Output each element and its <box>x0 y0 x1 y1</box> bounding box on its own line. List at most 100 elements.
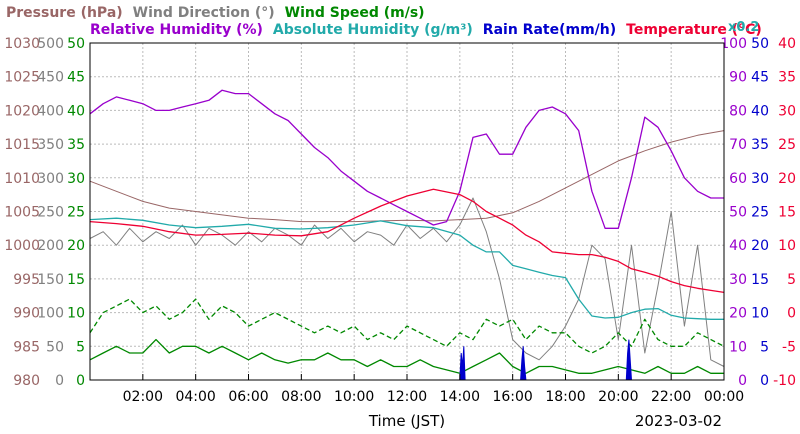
temperature-tick: 35 <box>778 70 796 86</box>
rain-rate-tick: 20 <box>751 238 769 254</box>
x-tick-label: 20:00 <box>598 389 638 405</box>
humidity-tick: 100 <box>720 36 747 52</box>
wind-speed-tick: 0 <box>76 373 85 389</box>
pressure-tick: 985 <box>13 339 40 355</box>
series-wind-direction <box>89 197 725 367</box>
series-temperature-c <box>89 188 725 294</box>
wind-speed-tick: 50 <box>67 36 85 52</box>
wind-speed-tick: 10 <box>67 306 85 322</box>
x-tick-label: 04:00 <box>175 389 215 405</box>
humidity-tick: 70 <box>729 137 747 153</box>
wind-direction-tick: 200 <box>37 238 64 254</box>
x-tick-label: 06:00 <box>228 389 268 405</box>
wind-direction-tick: 100 <box>37 306 64 322</box>
rain-rate-tick: 40 <box>751 103 769 119</box>
wind-direction-tick: 0 <box>55 373 64 389</box>
header-label: Rain Rate(mm/h) <box>483 22 616 38</box>
temperature-tick: 10 <box>778 238 796 254</box>
wind-direction-tick: 50 <box>46 339 64 355</box>
wind-direction-tick: 300 <box>37 171 64 187</box>
x-tick-label: 12:00 <box>387 389 427 405</box>
chart-header-row1: Pressure (hPa) Wind Direction (°) Wind Spe… <box>6 5 425 21</box>
rain-rate-tick: 10 <box>751 306 769 322</box>
x-tick-label: 02:00 <box>123 389 163 405</box>
temperature-tick: 25 <box>778 137 796 153</box>
header-label: Absolute Humidity (g/m³) <box>273 22 473 38</box>
wind-speed-tick: 15 <box>67 272 85 288</box>
rain-rate-tick: 30 <box>751 171 769 187</box>
humidity-tick: 30 <box>729 272 747 288</box>
series-wind-speed-m-s <box>89 338 724 374</box>
header-label: Wind Speed (m/s) <box>285 5 425 21</box>
humidity-tick: 40 <box>729 238 747 254</box>
x-tick-label: 14:00 <box>440 389 480 405</box>
pressure-tick: 1000 <box>4 238 40 254</box>
pressure-tick: 1015 <box>4 137 40 153</box>
x-tick-label: 10:00 <box>334 389 374 405</box>
rain-rate-tick: 35 <box>751 137 769 153</box>
rain-rate-tick: 50 <box>751 36 769 52</box>
rain-rate-tick: 25 <box>751 205 769 221</box>
humidity-tick: 50 <box>729 205 747 221</box>
series-pressure-hpa <box>89 130 725 223</box>
x-tick-label: 18:00 <box>545 389 585 405</box>
pressure-tick: 1025 <box>4 70 40 86</box>
wind-direction-tick: 500 <box>37 36 64 52</box>
wind-speed-tick: 5 <box>76 339 85 355</box>
temperature-tick: 30 <box>778 103 796 119</box>
series-layer <box>89 89 725 381</box>
rain-rate-tick: 0 <box>760 373 769 389</box>
rain-rate-tick: 45 <box>751 70 769 86</box>
pressure-tick: 1010 <box>4 171 40 187</box>
pressure-tick: 980 <box>13 373 40 389</box>
pressure-tick: 1030 <box>4 36 40 52</box>
chart-header-row2: Relative Humidity (%) Absolute Humidity (… <box>90 22 762 38</box>
pressure-tick: 1005 <box>4 205 40 221</box>
wind-direction-tick: 150 <box>37 272 64 288</box>
header-label: Wind Direction (°) <box>133 5 275 21</box>
wind-direction-tick: 250 <box>37 205 64 221</box>
grid-lines <box>90 43 724 380</box>
series-rain-rate <box>90 339 724 381</box>
temperature-tick: -10 <box>773 373 796 389</box>
right-axes: 1009080706050403020100504540353025201510… <box>720 36 796 389</box>
series-relative-humidity <box>89 89 724 229</box>
temperature-tick: 0 <box>787 306 796 322</box>
x-axis-title: Time (JST) <box>368 412 445 430</box>
rain-rate-tick: 5 <box>760 339 769 355</box>
temperature-tick: 40 <box>778 36 796 52</box>
scale-note: x0.2 <box>728 20 759 35</box>
x-tick-label: 16:00 <box>492 389 532 405</box>
wind-speed-tick: 35 <box>67 137 85 153</box>
pressure-tick: 995 <box>13 272 40 288</box>
temperature-tick: 20 <box>778 171 796 187</box>
wind-speed-tick: 25 <box>67 205 85 221</box>
temperature-tick: -5 <box>782 339 796 355</box>
wind-direction-tick: 350 <box>37 137 64 153</box>
wind-speed-tick: 20 <box>67 238 85 254</box>
humidity-tick: 80 <box>729 103 747 119</box>
chart-date: 2023-03-02 <box>635 412 722 430</box>
x-tick-label: 22:00 <box>651 389 691 405</box>
wind-speed-tick: 30 <box>67 171 85 187</box>
humidity-tick: 20 <box>729 306 747 322</box>
pressure-tick: 990 <box>13 306 40 322</box>
x-tick-label: 00:00 <box>704 389 744 405</box>
x-tick-label: 08:00 <box>281 389 321 405</box>
humidity-tick: 10 <box>729 339 747 355</box>
pressure-tick: 1020 <box>4 103 40 119</box>
x-axis-ticks: 02:00 04:00 06:00 08:00 10:00 12:00 14:00 16:00… <box>123 374 744 405</box>
rain-rate-tick: 15 <box>751 272 769 288</box>
wind-speed-tick: 45 <box>67 70 85 86</box>
wind-speed-tick: 40 <box>67 103 85 119</box>
humidity-tick: 0 <box>738 373 747 389</box>
header-label: Relative Humidity (%) <box>90 22 263 38</box>
humidity-tick: 60 <box>729 171 747 187</box>
wind-direction-tick: 450 <box>37 70 64 86</box>
header-label: Temperature (°C) <box>626 22 762 38</box>
humidity-tick: 90 <box>729 70 747 86</box>
temperature-tick: 5 <box>787 272 796 288</box>
header-label: Pressure (hPa) <box>6 5 123 21</box>
temperature-tick: 15 <box>778 205 796 221</box>
